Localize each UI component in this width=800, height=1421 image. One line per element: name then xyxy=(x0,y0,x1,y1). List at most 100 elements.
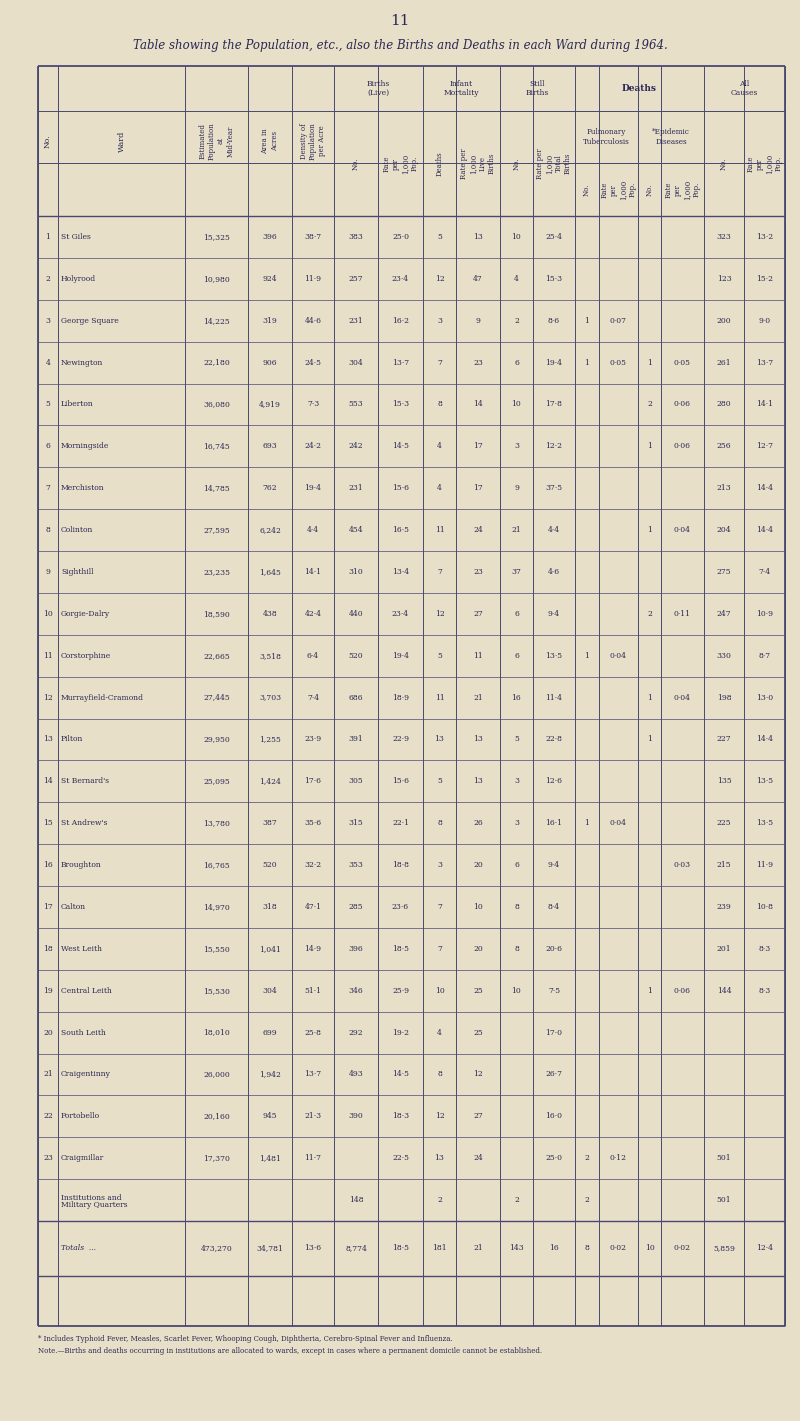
Text: Sighthill: Sighthill xyxy=(61,568,94,576)
Text: 201: 201 xyxy=(717,945,731,953)
Text: 1,255: 1,255 xyxy=(259,736,281,743)
Text: 383: 383 xyxy=(349,233,363,242)
Text: 26·7: 26·7 xyxy=(546,1070,562,1079)
Text: 19·4: 19·4 xyxy=(546,358,562,367)
Text: 319: 319 xyxy=(262,317,278,324)
Text: 13: 13 xyxy=(43,736,53,743)
Text: 13·5: 13·5 xyxy=(546,652,562,659)
Text: 1,481: 1,481 xyxy=(259,1154,281,1162)
Text: 699: 699 xyxy=(262,1029,278,1036)
Text: 6: 6 xyxy=(46,442,50,450)
Text: 20: 20 xyxy=(43,1029,53,1036)
Text: 143: 143 xyxy=(509,1245,524,1252)
Text: Liberton: Liberton xyxy=(61,401,94,408)
Text: Newington: Newington xyxy=(61,358,103,367)
Text: 1: 1 xyxy=(585,652,590,659)
Text: 3: 3 xyxy=(437,317,442,324)
Text: 2: 2 xyxy=(585,1196,590,1204)
Text: 2: 2 xyxy=(647,610,652,618)
Text: Births
(Live): Births (Live) xyxy=(367,80,390,97)
Text: Broughton: Broughton xyxy=(61,861,102,870)
Text: 14·9: 14·9 xyxy=(305,945,322,953)
Text: 37·5: 37·5 xyxy=(546,485,562,492)
Text: 13: 13 xyxy=(473,233,483,242)
Text: 7·4: 7·4 xyxy=(758,568,770,576)
Text: 20·6: 20·6 xyxy=(546,945,562,953)
Text: 12: 12 xyxy=(43,693,53,702)
Text: 14: 14 xyxy=(473,401,483,408)
Text: 762: 762 xyxy=(262,485,278,492)
Text: 204: 204 xyxy=(717,526,731,534)
Text: Craigmillar: Craigmillar xyxy=(61,1154,104,1162)
Text: 15,550: 15,550 xyxy=(203,945,230,953)
Text: 4: 4 xyxy=(437,442,442,450)
Text: 19·4: 19·4 xyxy=(392,652,409,659)
Text: 292: 292 xyxy=(349,1029,363,1036)
Text: 27,445: 27,445 xyxy=(203,693,230,702)
Text: 8·3: 8·3 xyxy=(758,945,770,953)
Text: Deaths: Deaths xyxy=(622,84,657,92)
Text: 5: 5 xyxy=(437,652,442,659)
Text: 4: 4 xyxy=(437,485,442,492)
Text: 501: 501 xyxy=(717,1154,731,1162)
Text: 12·2: 12·2 xyxy=(546,442,562,450)
Text: 13: 13 xyxy=(473,736,483,743)
Text: 22: 22 xyxy=(43,1113,53,1120)
Text: 16: 16 xyxy=(549,1245,559,1252)
Text: 51·1: 51·1 xyxy=(305,986,322,995)
Text: 213: 213 xyxy=(717,485,731,492)
Text: 13: 13 xyxy=(434,1154,445,1162)
Text: 8: 8 xyxy=(437,1070,442,1079)
Text: 227: 227 xyxy=(717,736,731,743)
Text: 0·02: 0·02 xyxy=(674,1245,691,1252)
Text: 10: 10 xyxy=(473,902,483,911)
Text: 225: 225 xyxy=(717,818,731,827)
Text: 14·5: 14·5 xyxy=(392,1070,409,1079)
Text: 12·4: 12·4 xyxy=(756,1245,773,1252)
Text: 15,325: 15,325 xyxy=(203,233,230,242)
Text: 7: 7 xyxy=(437,568,442,576)
Text: 11·7: 11·7 xyxy=(305,1154,322,1162)
Text: 13·5: 13·5 xyxy=(756,777,773,786)
Text: 8·6: 8·6 xyxy=(548,317,560,324)
Text: 3: 3 xyxy=(514,442,519,450)
Text: 25·9: 25·9 xyxy=(392,986,409,995)
Text: 14·5: 14·5 xyxy=(392,442,409,450)
Text: 215: 215 xyxy=(717,861,731,870)
Text: 275: 275 xyxy=(717,568,731,576)
Text: 6,242: 6,242 xyxy=(259,526,281,534)
Text: 1,424: 1,424 xyxy=(259,777,281,786)
Text: 1,041: 1,041 xyxy=(259,945,281,953)
Text: 21: 21 xyxy=(473,1245,483,1252)
Text: Institutions and: Institutions and xyxy=(61,1194,122,1202)
Text: Rate
per
1,000
Pop.: Rate per 1,000 Pop. xyxy=(665,179,700,199)
Text: 12·7: 12·7 xyxy=(756,442,773,450)
Text: 13·7: 13·7 xyxy=(392,358,409,367)
Text: 13,780: 13,780 xyxy=(203,818,230,827)
Text: 693: 693 xyxy=(262,442,278,450)
Text: 0·02: 0·02 xyxy=(610,1245,627,1252)
Text: 4·4: 4·4 xyxy=(548,526,560,534)
Text: 7: 7 xyxy=(437,902,442,911)
Text: 261: 261 xyxy=(717,358,731,367)
Text: 520: 520 xyxy=(262,861,278,870)
Text: 26,000: 26,000 xyxy=(203,1070,230,1079)
Text: Estimated
Population
at
Mid-Year: Estimated Population at Mid-Year xyxy=(198,122,234,161)
Text: 9: 9 xyxy=(514,485,519,492)
Text: 346: 346 xyxy=(349,986,363,995)
Text: No.: No. xyxy=(720,158,728,169)
Text: 21: 21 xyxy=(512,526,522,534)
Text: 18·3: 18·3 xyxy=(392,1113,409,1120)
Text: Corstorphine: Corstorphine xyxy=(61,652,111,659)
Text: 23·9: 23·9 xyxy=(305,736,322,743)
Text: Pilton: Pilton xyxy=(61,736,83,743)
Text: 1: 1 xyxy=(647,986,652,995)
Text: South Leith: South Leith xyxy=(61,1029,106,1036)
Text: 396: 396 xyxy=(349,945,363,953)
Text: 14·4: 14·4 xyxy=(756,736,773,743)
Text: Area in
Acres: Area in Acres xyxy=(262,128,278,153)
Text: 2: 2 xyxy=(514,317,519,324)
Text: 10·9: 10·9 xyxy=(756,610,773,618)
Text: 23·6: 23·6 xyxy=(392,902,409,911)
Text: Rate
per
1,000
Pop.: Rate per 1,000 Pop. xyxy=(746,153,782,173)
